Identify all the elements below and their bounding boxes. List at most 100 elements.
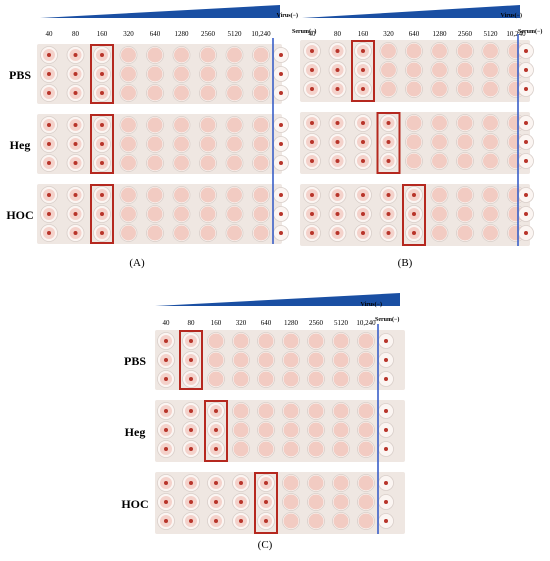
- well-fill: [174, 206, 189, 222]
- control-button: [279, 142, 283, 146]
- well-fill: [283, 371, 299, 387]
- dilution-triangle: [40, 5, 280, 18]
- well-fill: [283, 422, 299, 438]
- well-fill: [457, 115, 473, 131]
- rbc-button: [361, 231, 365, 235]
- rbc-button: [386, 140, 391, 144]
- well-fill: [121, 47, 136, 63]
- well-fill: [258, 403, 274, 419]
- endpoint-box: [90, 44, 114, 104]
- well-fill: [174, 66, 189, 82]
- well-fill: [358, 475, 374, 491]
- rbc-button: [310, 212, 314, 216]
- virus-control-label: Virus(−): [500, 12, 522, 19]
- rbc-button: [47, 123, 51, 127]
- serum-control-label: Serum(−): [292, 28, 316, 35]
- well-fill: [333, 371, 349, 387]
- control-button: [524, 159, 528, 163]
- rbc-button: [214, 481, 218, 485]
- well-fill: [483, 225, 498, 241]
- dilution-label: 160: [97, 30, 108, 38]
- rbc-button: [386, 231, 391, 235]
- endpoint-box: [90, 114, 114, 174]
- rbc-button: [100, 123, 104, 127]
- well-fill: [333, 352, 349, 368]
- rbc-button: [310, 87, 314, 91]
- rbc-button: [335, 87, 340, 91]
- dilution-label: 320: [123, 30, 134, 38]
- plate-panel-b: Virus(−) Serum(−) 40 80 160 320 640 1280 2560 512…: [300, 5, 542, 269]
- well-fill: [227, 187, 242, 203]
- panel-caption: (C): [258, 539, 273, 551]
- rbc-button: [100, 193, 104, 197]
- control-button: [524, 68, 528, 72]
- rbc-button: [189, 339, 193, 343]
- dilution-label: 1280: [284, 319, 299, 327]
- well-fill: [283, 513, 299, 529]
- well-fill: [333, 475, 349, 491]
- group-label: HOC: [6, 208, 33, 222]
- rbc-button: [264, 519, 268, 523]
- control-button: [384, 428, 388, 432]
- rbc-button: [361, 140, 365, 144]
- rbc-button: [189, 409, 193, 413]
- well-fill: [147, 47, 163, 63]
- dilution-label: 1280: [433, 30, 448, 38]
- well-fill: [406, 81, 422, 97]
- rbc-button: [73, 72, 78, 76]
- rbc-button: [214, 428, 218, 432]
- well-fill: [432, 115, 447, 131]
- well-fill: [308, 403, 324, 419]
- control-button: [279, 91, 283, 95]
- dilution-label: 10,240: [506, 30, 526, 38]
- well-fill: [147, 187, 163, 203]
- dilution-label: 80: [72, 30, 80, 38]
- rbc-button: [386, 193, 391, 197]
- control-button: [524, 121, 528, 125]
- plate-panel-a: Virus(−)Serum(−)40 80 160 320 640 1280 2560 512…: [6, 5, 316, 269]
- well-fill: [253, 47, 269, 63]
- well-fill: [483, 134, 498, 150]
- rbc-button: [100, 91, 104, 95]
- well-fill: [457, 225, 473, 241]
- rbc-button: [47, 53, 51, 57]
- well-fill: [308, 371, 324, 387]
- well-fill: [483, 187, 498, 203]
- control-button: [384, 377, 388, 381]
- well-fill: [406, 153, 422, 169]
- rbc-button: [73, 212, 78, 216]
- well-fill: [147, 155, 163, 171]
- rbc-button: [164, 500, 168, 504]
- well-fill: [283, 333, 299, 349]
- rbc-button: [164, 358, 168, 362]
- endpoint-box: [254, 472, 278, 534]
- well-fill: [483, 115, 498, 131]
- dilution-label: 5120: [228, 30, 243, 38]
- control-button: [524, 49, 528, 53]
- rbc-button: [47, 142, 51, 146]
- rbc-button: [214, 519, 218, 523]
- rbc-button: [100, 212, 104, 216]
- control-button: [524, 193, 528, 197]
- rbc-button: [310, 49, 314, 53]
- well-fill: [406, 115, 422, 131]
- control-button: [279, 212, 283, 216]
- well-fill: [121, 206, 136, 222]
- dilution-label: 640: [261, 319, 272, 327]
- rbc-button: [361, 159, 365, 163]
- well-fill: [200, 85, 216, 101]
- rbc-button: [310, 68, 314, 72]
- rbc-button: [189, 500, 193, 504]
- dilution-label: 1280: [175, 30, 190, 38]
- well-fill: [253, 136, 269, 152]
- rbc-button: [73, 193, 78, 197]
- well-fill: [457, 153, 473, 169]
- dilution-label: 160: [358, 30, 369, 38]
- rbc-button: [239, 519, 243, 523]
- endpoint-box: [351, 40, 375, 102]
- dilution-label: 40: [163, 319, 171, 327]
- well-fill: [457, 62, 473, 78]
- well-fill: [200, 47, 216, 63]
- well-fill: [253, 85, 269, 101]
- well-fill: [432, 225, 447, 241]
